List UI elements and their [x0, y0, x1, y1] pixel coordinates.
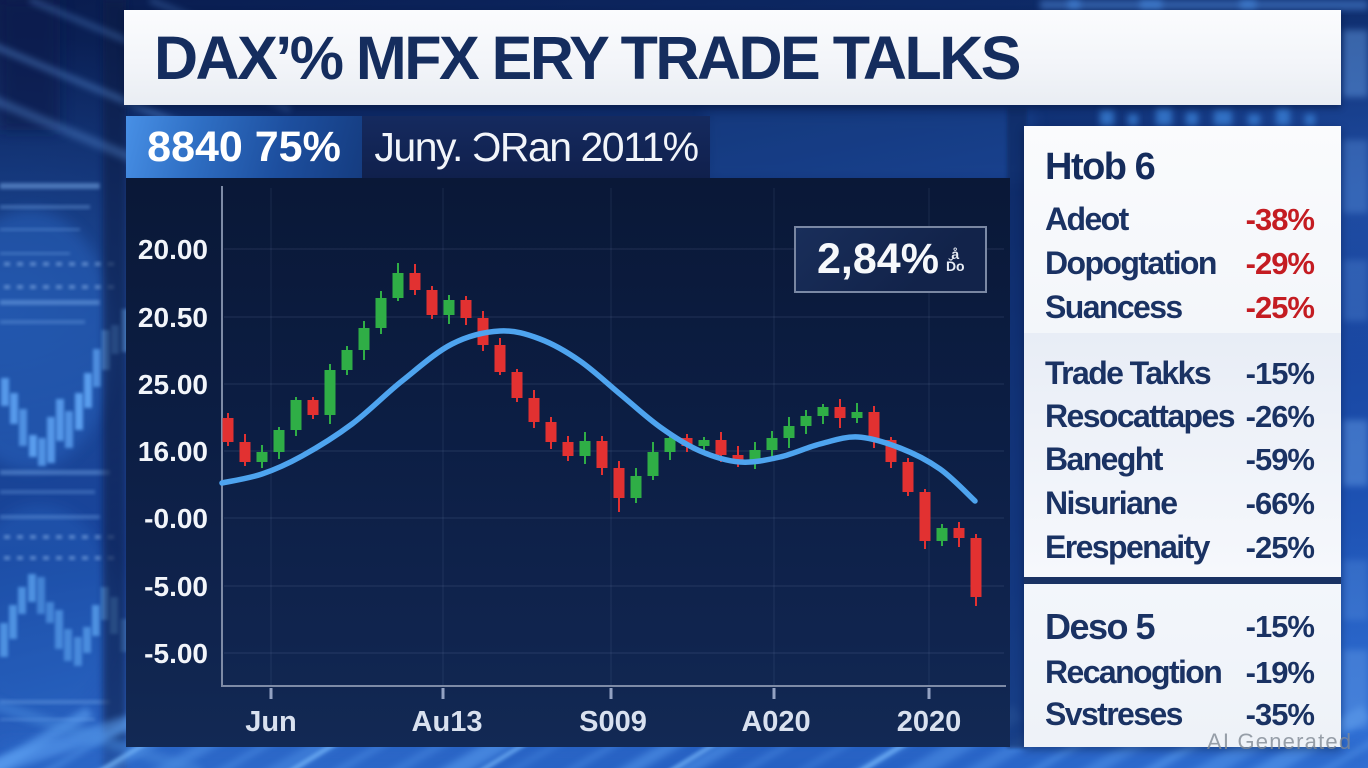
- svg-text:20.50: 20.50: [138, 302, 208, 333]
- svg-text:S009: S009: [579, 706, 647, 738]
- svg-text:16.00: 16.00: [138, 436, 208, 467]
- svg-text:2020: 2020: [897, 706, 962, 738]
- svg-text:-5.00: -5.00: [144, 571, 208, 602]
- svg-text:20.00: 20.00: [138, 234, 208, 265]
- svg-text:-0.00: -0.00: [144, 503, 208, 534]
- svg-text:-5.00: -5.00: [144, 638, 208, 669]
- svg-text:Au13: Au13: [412, 706, 483, 738]
- svg-text:25.00: 25.00: [138, 369, 208, 400]
- svg-text:Jun: Jun: [245, 706, 297, 738]
- svg-text:A020: A020: [741, 706, 810, 738]
